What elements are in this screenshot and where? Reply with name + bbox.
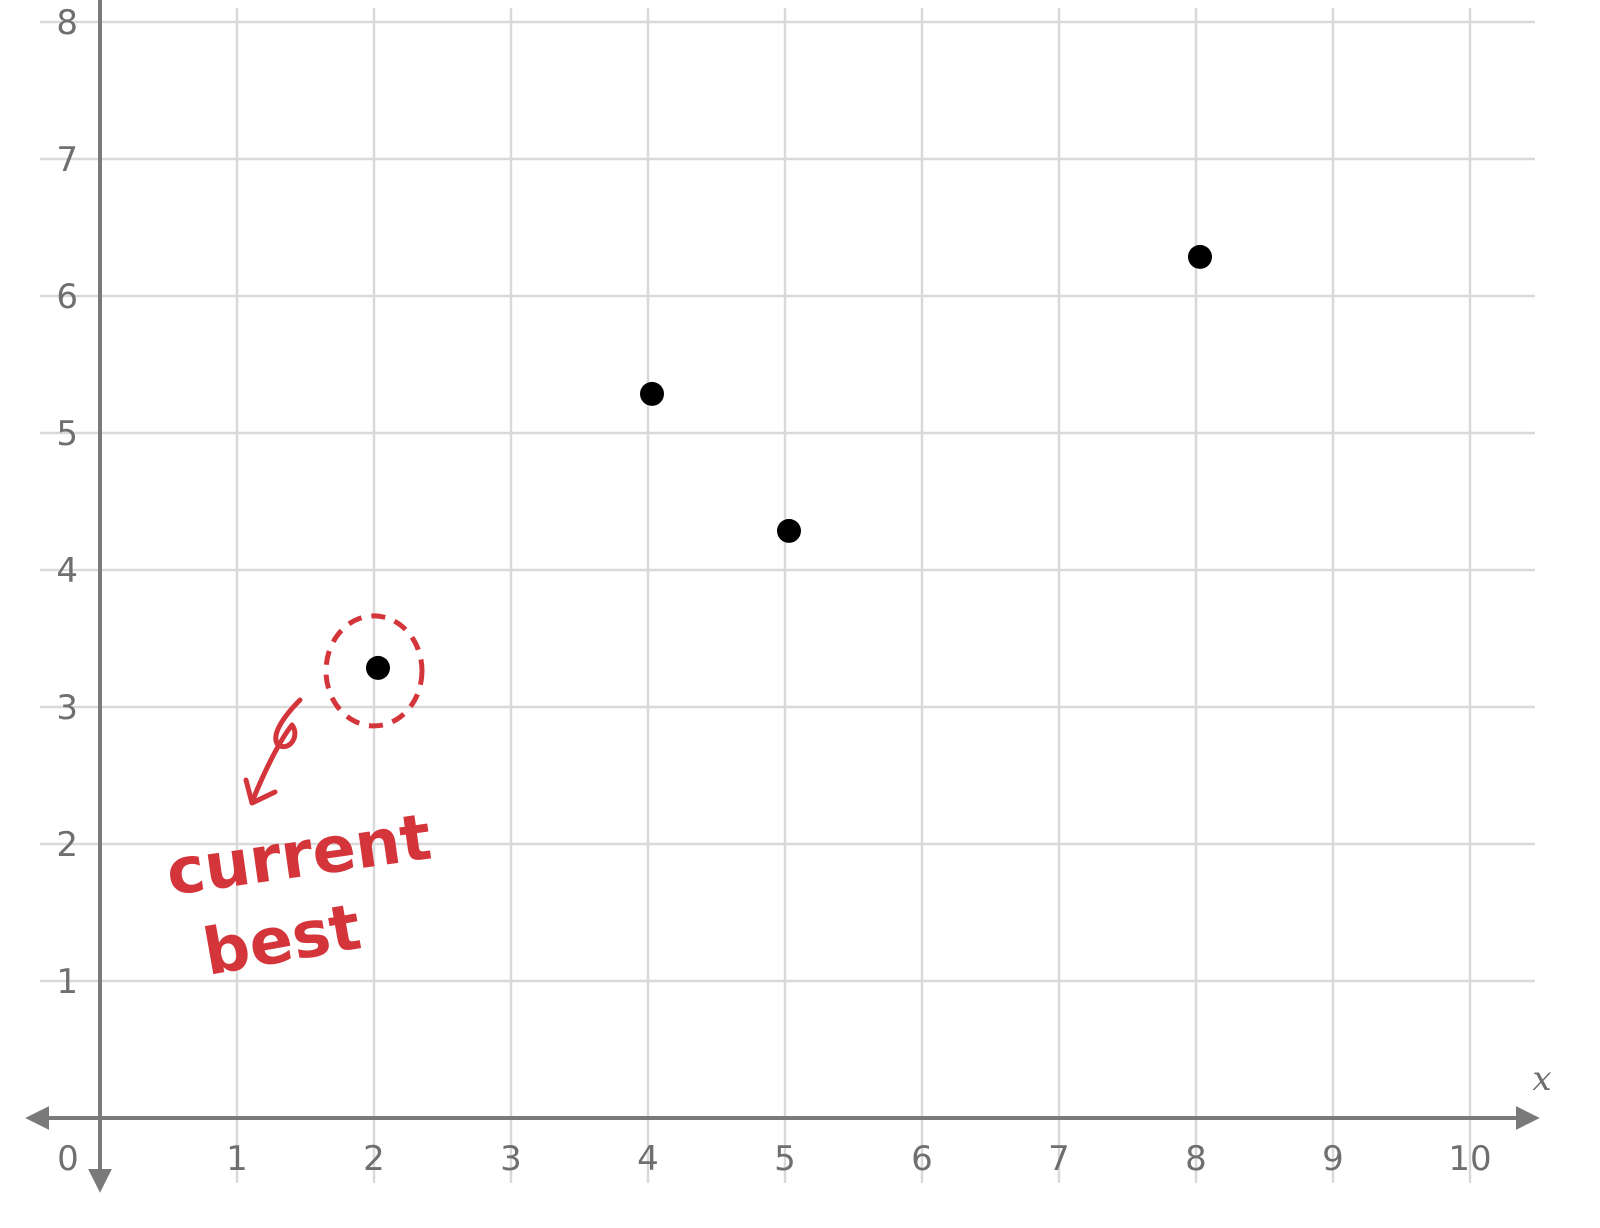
y-tick-label: 2	[56, 825, 78, 865]
x-tick-label: 4	[637, 1139, 659, 1179]
y-tick-label: 6	[56, 277, 78, 317]
data-points	[366, 244, 1212, 680]
y-tick-label: 5	[56, 414, 78, 454]
x-tick-label: 2	[363, 1139, 385, 1179]
grid-lines	[40, 8, 1535, 1183]
x-tick-label: 7	[1048, 1139, 1070, 1179]
x-tick-label: 5	[774, 1139, 796, 1179]
y-tick-label: 3	[56, 688, 78, 728]
origin-label: 0	[57, 1139, 79, 1179]
y-tick-label: 7	[56, 140, 78, 180]
annotation-text-line-2: best	[198, 890, 366, 990]
data-point	[640, 381, 664, 406]
highlight-circle	[323, 613, 425, 729]
y-tick-label: 1	[56, 962, 78, 1002]
x-axis-title: x	[1532, 1059, 1551, 1099]
annotation-arrow-head	[243, 777, 278, 806]
tick-labels: 1 2 3 4 5 6 7 8 9 10 1 2 3 4 5 6 7 8 0 x	[56, 3, 1551, 1179]
y-tick-label: 8	[56, 3, 78, 43]
x-tick-label: 3	[500, 1139, 522, 1179]
data-point	[366, 655, 390, 680]
x-tick-label: 8	[1185, 1139, 1207, 1179]
x-tick-label: 1	[226, 1139, 248, 1179]
y-tick-label: 4	[56, 551, 78, 591]
x-tick-label: 6	[911, 1139, 933, 1179]
data-point	[777, 518, 801, 543]
x-tick-label: 9	[1322, 1139, 1344, 1179]
annotation-text-line-1: current	[162, 801, 436, 911]
annotation-arrow-shaft	[249, 697, 303, 805]
axes	[25, 0, 1540, 1193]
data-point	[1188, 244, 1212, 269]
x-tick-label: 10	[1448, 1139, 1491, 1179]
